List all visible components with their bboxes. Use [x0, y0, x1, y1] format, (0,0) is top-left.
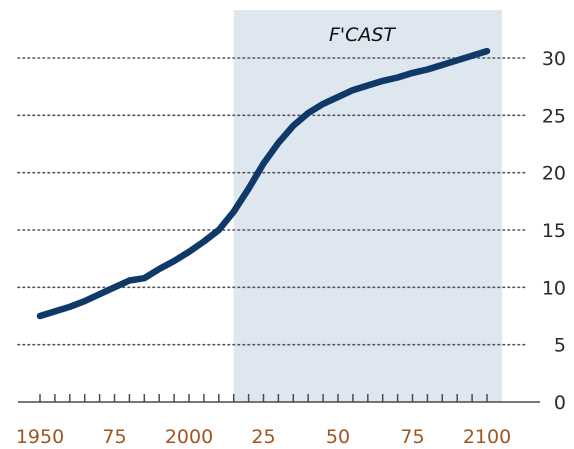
x-tick-label-2025: 25: [251, 426, 275, 448]
x-tick-label-1975: 75: [102, 426, 126, 448]
y-tick-label-0: 0: [554, 392, 566, 414]
y-tick-label-10: 10: [542, 277, 566, 299]
y-tick-label-25: 25: [542, 105, 566, 127]
x-axis: [18, 394, 540, 403]
y-tick-label-15: 15: [542, 220, 566, 242]
labels: F'CAST 0 5 10 15 20 25 30 1950 75 2000 25 50 75 2100: [16, 24, 566, 448]
gridlines: [17, 57, 529, 346]
y-tick-label-5: 5: [554, 335, 566, 357]
x-tick-label-2075: 75: [400, 426, 424, 448]
x-tick-label-2050: 50: [326, 426, 350, 448]
forecast-region: [233, 10, 502, 402]
x-tick-label-2000: 2000: [165, 426, 213, 448]
forecast-label: F'CAST: [329, 24, 396, 46]
series: [36, 47, 491, 320]
y-tick-label-20: 20: [542, 163, 566, 185]
forecast-band: [233, 10, 502, 402]
x-tick-label-2100: 2100: [463, 426, 511, 448]
x-tick-label-1950: 1950: [16, 426, 64, 448]
series-line-0: [36, 47, 491, 320]
y-tick-label-30: 30: [542, 48, 566, 70]
